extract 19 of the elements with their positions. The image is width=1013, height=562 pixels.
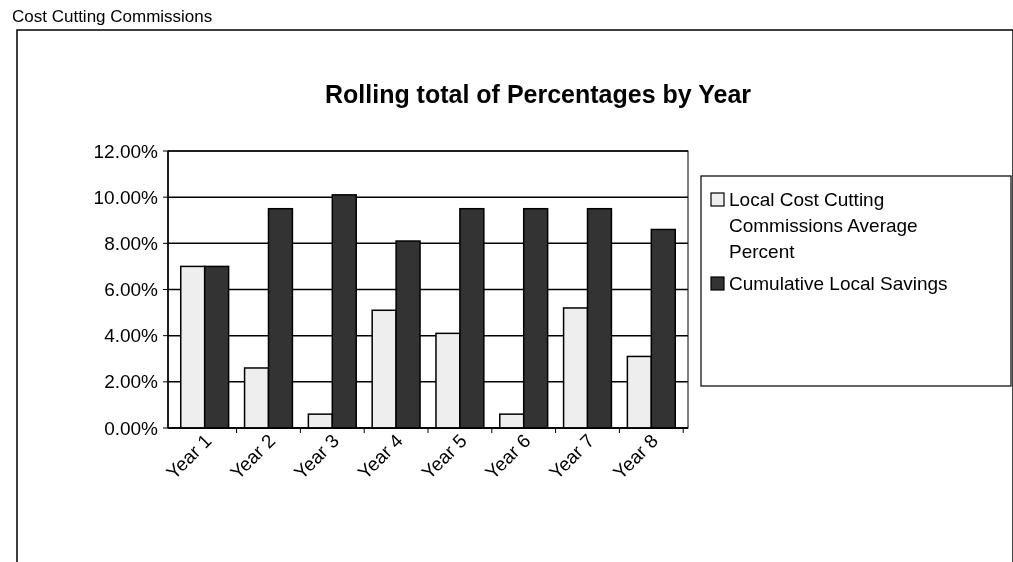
x-tick-label: Year 3	[289, 429, 344, 484]
chart-title: Rolling total of Percentages by Year	[324, 80, 752, 108]
x-tick-label: Year 1	[162, 429, 216, 484]
x-tick-label: Year 5	[417, 429, 471, 484]
x-tick-label: Year 4	[353, 429, 408, 484]
legend-label: Local Cost Cutting Commissions Average Percent	[729, 189, 918, 262]
x-tick-label: Year 7	[545, 429, 599, 484]
y-tick-label: 4.00%	[104, 325, 159, 347]
y-tick-label: 6.00%	[104, 279, 159, 301]
y-tick-label: 10.00%	[93, 186, 159, 208]
x-tick-label: Year 8	[608, 429, 663, 484]
legend-label: Cumulative Local Savings	[729, 273, 948, 294]
x-tick-label: Year 2	[226, 429, 280, 484]
y-tick-label: 2.00%	[104, 371, 159, 393]
y-tick-label: 0.00%	[104, 417, 159, 439]
text: Cost Cutting Commissions	[12, 7, 213, 26]
y-tick-label: 8.00%	[104, 232, 159, 254]
x-tick-label: Year 6	[481, 429, 535, 484]
y-tick-label: 12.00%	[93, 140, 159, 162]
